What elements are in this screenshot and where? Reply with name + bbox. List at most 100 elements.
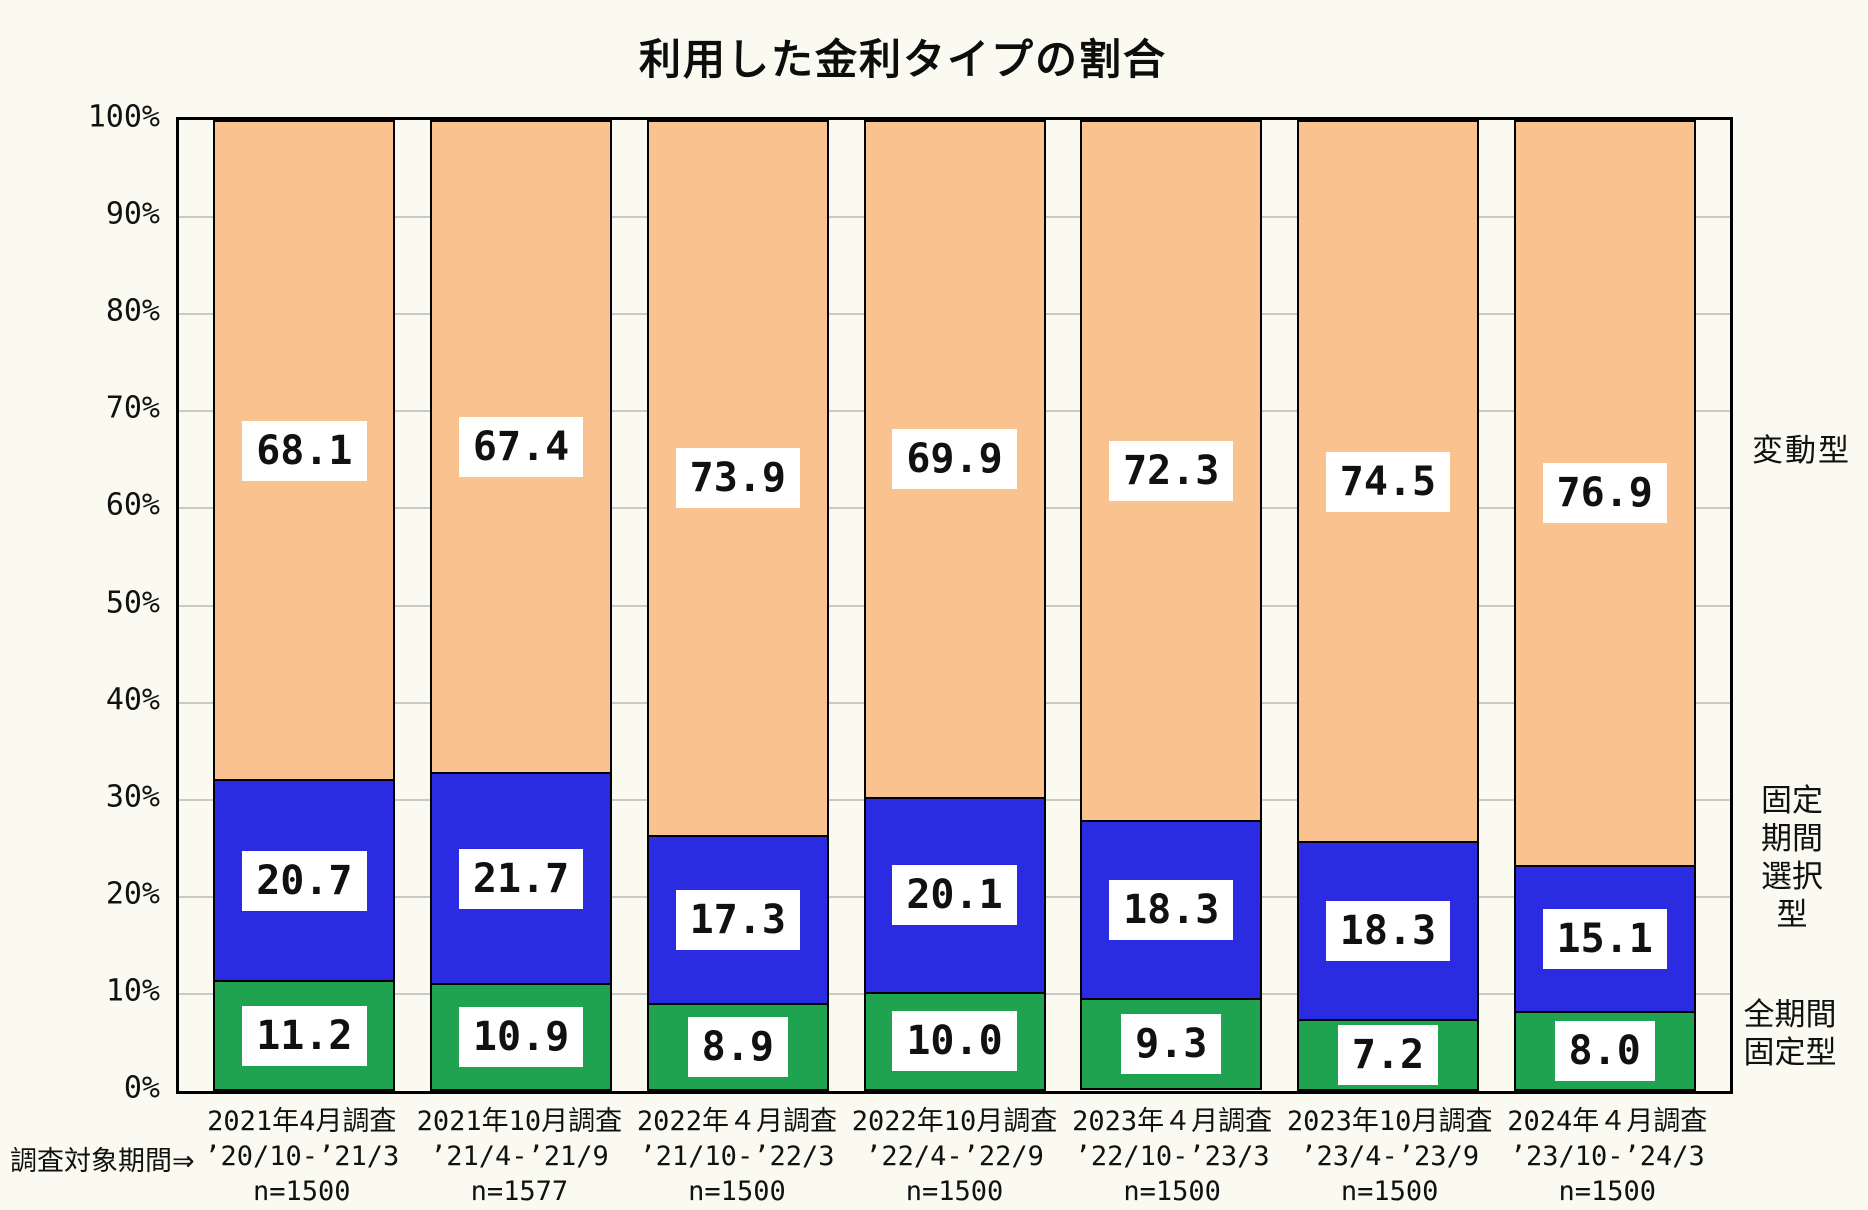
bar-segment-variable: 72.3 xyxy=(1080,120,1263,823)
value-label: 67.4 xyxy=(458,417,584,478)
survey-period: ’23/10-’24/3 xyxy=(1509,1141,1705,1172)
stacked-bar: 69.9 20.1 10.0 xyxy=(863,120,1046,1091)
survey-name: 2023年４月調査 xyxy=(1072,1106,1273,1137)
value-label: 8.0 xyxy=(1554,1021,1655,1082)
survey-period: ’21/10-’22/3 xyxy=(639,1141,835,1172)
series-label-variable-text: 変動型 xyxy=(1752,433,1851,469)
value-label: 10.0 xyxy=(892,1011,1017,1072)
survey-name: 2023年10月調査 xyxy=(1286,1106,1493,1137)
y-axis-tick-label: 50% xyxy=(105,585,160,620)
bar-column: 68.1 20.7 11.2 xyxy=(196,120,413,1091)
x-axis-label: 2023年10月調査 ’23/4-’23/9 n=1500 xyxy=(1281,1104,1499,1209)
y-axis: 0% 10% 20% 30% 40% 50% 60% 70% 80% 90% 100% xyxy=(0,100,160,1106)
bar-segment-full-term-fixed: 10.0 xyxy=(863,993,1046,1091)
value-label: 21.7 xyxy=(458,848,584,909)
survey-name: 2024年４月調査 xyxy=(1507,1106,1708,1137)
sample-size: n=1500 xyxy=(905,1176,1004,1207)
sample-size: n=1500 xyxy=(1558,1176,1657,1207)
bar-column: 74.5 18.3 7.2 xyxy=(1280,120,1497,1091)
bar-segment-fixed-period-select: 17.3 xyxy=(646,836,829,1005)
survey-period: ’22/4-’22/9 xyxy=(865,1141,1044,1172)
bar-segment-variable: 76.9 xyxy=(1513,120,1696,867)
survey-name: 2022年10月調査 xyxy=(851,1106,1058,1137)
bar-segment-fixed-period-select: 18.3 xyxy=(1080,822,1263,1000)
value-label: 18.3 xyxy=(1109,879,1234,940)
series-label-full-term-fixed: 全期間 固定型 xyxy=(1740,996,1840,1072)
value-label: 73.9 xyxy=(675,448,800,509)
series-label-line: 選択 xyxy=(1761,859,1823,895)
sample-size: n=1577 xyxy=(470,1176,569,1207)
y-axis-tick-label: 70% xyxy=(105,390,160,426)
bar-column: 69.9 20.1 10.0 xyxy=(846,120,1063,1091)
sample-size: n=1500 xyxy=(1340,1176,1439,1207)
series-label-variable: 変動型 xyxy=(1752,432,1851,470)
bar-segment-fixed-period-select: 15.1 xyxy=(1513,866,1696,1014)
value-label: 69.9 xyxy=(892,429,1017,490)
value-label: 15.1 xyxy=(1542,908,1667,969)
survey-period-prefix: 調査対象期間⇒ xyxy=(10,1146,195,1177)
bar-segment-fixed-period-select: 20.1 xyxy=(863,798,1046,994)
value-label: 8.9 xyxy=(687,1016,788,1077)
bar-segment-full-term-fixed: 10.9 xyxy=(430,985,613,1091)
bar-segment-variable: 69.9 xyxy=(863,120,1046,799)
value-label: 11.2 xyxy=(242,1005,367,1066)
sample-size: n=1500 xyxy=(688,1176,786,1207)
bar-segment-fixed-period-select: 20.7 xyxy=(213,781,396,983)
bar-segment-full-term-fixed: 9.3 xyxy=(1080,999,1263,1091)
value-label: 20.7 xyxy=(242,850,367,911)
bar-segment-fixed-period-select: 21.7 xyxy=(430,774,613,986)
y-axis-tick-label: 20% xyxy=(105,876,160,912)
survey-period: ’21/4-’21/9 xyxy=(429,1141,609,1172)
value-label: 72.3 xyxy=(1109,441,1234,502)
value-label: 18.3 xyxy=(1325,901,1451,962)
stacked-bar: 76.9 15.1 8.0 xyxy=(1513,120,1696,1091)
y-axis-tick-label: 90% xyxy=(105,196,160,232)
survey-period: ’20/10-’21/3 xyxy=(204,1141,400,1172)
bars-container: 68.1 20.7 11.2 67.4 21.7 10.9 73.9 17.3 8.9 69.9 2… xyxy=(179,120,1730,1092)
sample-size: n=1500 xyxy=(1123,1176,1221,1207)
y-axis-tick-label: 0% xyxy=(123,1070,160,1106)
value-label: 76.9 xyxy=(1542,463,1667,524)
bar-segment-fixed-period-select: 18.3 xyxy=(1296,843,1479,1022)
x-axis-label: 2024年４月調査 ’23/10-’24/3 n=1500 xyxy=(1498,1104,1716,1209)
x-axis-label: 2021年10月調査 ’21/4-’21/9 n=1577 xyxy=(411,1104,629,1209)
x-axis-label: 2021年4月調査 ’20/10-’21/3 n=1500 xyxy=(193,1104,411,1209)
bar-segment-variable: 67.4 xyxy=(430,120,613,775)
value-label: 10.9 xyxy=(458,1007,584,1068)
value-label: 74.5 xyxy=(1325,451,1451,512)
series-label-line: 固定型 xyxy=(1743,1035,1837,1071)
survey-name: 2022年４月調査 xyxy=(636,1106,837,1137)
plot-area: 68.1 20.7 11.2 67.4 21.7 10.9 73.9 17.3 8.9 69.9 2… xyxy=(176,117,1733,1094)
bar-column: 76.9 15.1 8.0 xyxy=(1496,120,1713,1091)
value-label: 7.2 xyxy=(1337,1025,1439,1086)
x-axis-label: 2022年４月調査 ’21/10-’22/3 n=1500 xyxy=(628,1104,846,1209)
value-label: 9.3 xyxy=(1121,1013,1222,1074)
bar-column: 73.9 17.3 8.9 xyxy=(629,120,846,1092)
stacked-bar: 74.5 18.3 7.2 xyxy=(1296,120,1479,1091)
stacked-bar: 73.9 17.3 8.9 xyxy=(646,120,829,1092)
stacked-bar: 67.4 21.7 10.9 xyxy=(430,120,613,1091)
value-label: 68.1 xyxy=(242,420,367,481)
bar-segment-variable: 73.9 xyxy=(646,120,829,837)
y-axis-tick-label: 40% xyxy=(105,682,160,718)
bar-segment-full-term-fixed: 8.0 xyxy=(1513,1013,1696,1091)
series-label-line: 期間 xyxy=(1761,821,1823,857)
bar-segment-full-term-fixed: 11.2 xyxy=(213,982,396,1091)
stacked-bar: 72.3 18.3 9.3 xyxy=(1080,120,1263,1091)
series-label-line: 全期間 xyxy=(1743,997,1837,1033)
series-label-line: 型 xyxy=(1776,897,1808,933)
bar-column: 67.4 21.7 10.9 xyxy=(413,120,630,1091)
y-axis-tick-label: 60% xyxy=(105,487,160,523)
chart-title: 利用した金利タイプの割合 xyxy=(638,35,1167,84)
bar-segment-variable: 68.1 xyxy=(213,120,396,782)
sample-size: n=1500 xyxy=(253,1176,351,1207)
survey-period: ’22/10-’23/3 xyxy=(1074,1141,1270,1172)
y-axis-tick-label: 30% xyxy=(105,779,160,815)
y-axis-tick-label: 80% xyxy=(105,293,160,329)
series-label-line: 固定 xyxy=(1761,783,1823,819)
bar-segment-full-term-fixed: 7.2 xyxy=(1296,1021,1479,1091)
series-label-fixed-period-select: 固定 期間 選択 型 xyxy=(1756,782,1828,934)
survey-period: ’23/4-’23/9 xyxy=(1300,1141,1480,1172)
bar-column: 72.3 18.3 9.3 xyxy=(1063,120,1280,1091)
